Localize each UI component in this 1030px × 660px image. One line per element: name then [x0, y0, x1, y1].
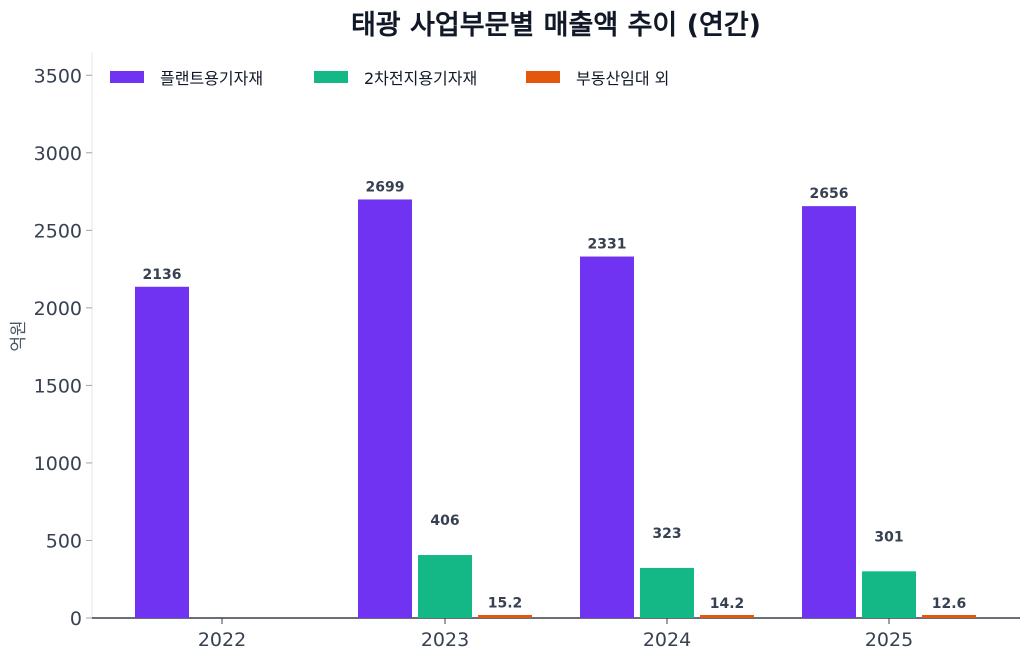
bar-3-2023 — [478, 615, 532, 618]
y-tick-label: 3500 — [34, 65, 82, 87]
legend-swatch — [314, 71, 348, 83]
bar-3-2024 — [700, 615, 754, 618]
data-label: 406 — [430, 513, 459, 529]
data-label: 2136 — [143, 267, 182, 283]
data-label: 2656 — [810, 186, 849, 202]
bar-1-2022 — [135, 286, 189, 618]
data-label: 323 — [652, 526, 681, 542]
y-tick-label: 1000 — [34, 453, 82, 475]
legend-swatch — [110, 71, 144, 83]
y-axis-label: 억원 — [9, 320, 29, 351]
data-label: 12.6 — [932, 596, 967, 612]
y-tick-label: 1500 — [34, 375, 82, 397]
y-tick-label: 500 — [46, 530, 82, 552]
legend-label: 부동산임대 외 — [576, 69, 669, 88]
data-label: 301 — [874, 529, 903, 545]
bar-labels: 2136 2699 406 15.2 2331 323 14.2 2656 301 12.6 — [143, 179, 967, 612]
legend-label: 2차전지용기자재 — [364, 69, 477, 88]
bar-2-2023 — [418, 555, 472, 618]
x-tick-label: 2025 — [865, 629, 913, 651]
data-label: 2331 — [588, 237, 627, 253]
bar-1-2024 — [580, 256, 634, 618]
data-label: 2699 — [366, 179, 405, 195]
y-ticks: 0 500 1000 1500 2000 2500 3000 3500 — [34, 65, 92, 630]
bar-2-2025 — [862, 571, 916, 618]
x-tick-label: 2024 — [643, 629, 691, 651]
x-tick-label: 2022 — [198, 629, 246, 651]
y-tick-label: 0 — [70, 608, 82, 630]
y-tick-label: 3000 — [34, 143, 82, 165]
bar-3-2025 — [922, 615, 976, 618]
x-tick-label: 2023 — [421, 629, 469, 651]
bars — [135, 199, 976, 619]
y-tick-label: 2500 — [34, 220, 82, 242]
legend-swatch — [526, 71, 560, 83]
legend: 플랜트용기자재 2차전지용기자재 부동산임대 외 — [110, 69, 669, 88]
data-label: 15.2 — [488, 596, 523, 612]
y-tick-label: 2000 — [34, 298, 82, 320]
x-ticks: 2022 2023 2024 2025 — [198, 618, 913, 651]
legend-label: 플랜트용기자재 — [160, 69, 263, 88]
bar-2-2024 — [640, 567, 694, 618]
chart-title: 태광 사업부문별 매출액 추이 (연간) — [351, 10, 761, 41]
bar-1-2023 — [358, 199, 412, 618]
data-label: 14.2 — [710, 596, 745, 612]
bar-1-2025 — [802, 206, 856, 619]
